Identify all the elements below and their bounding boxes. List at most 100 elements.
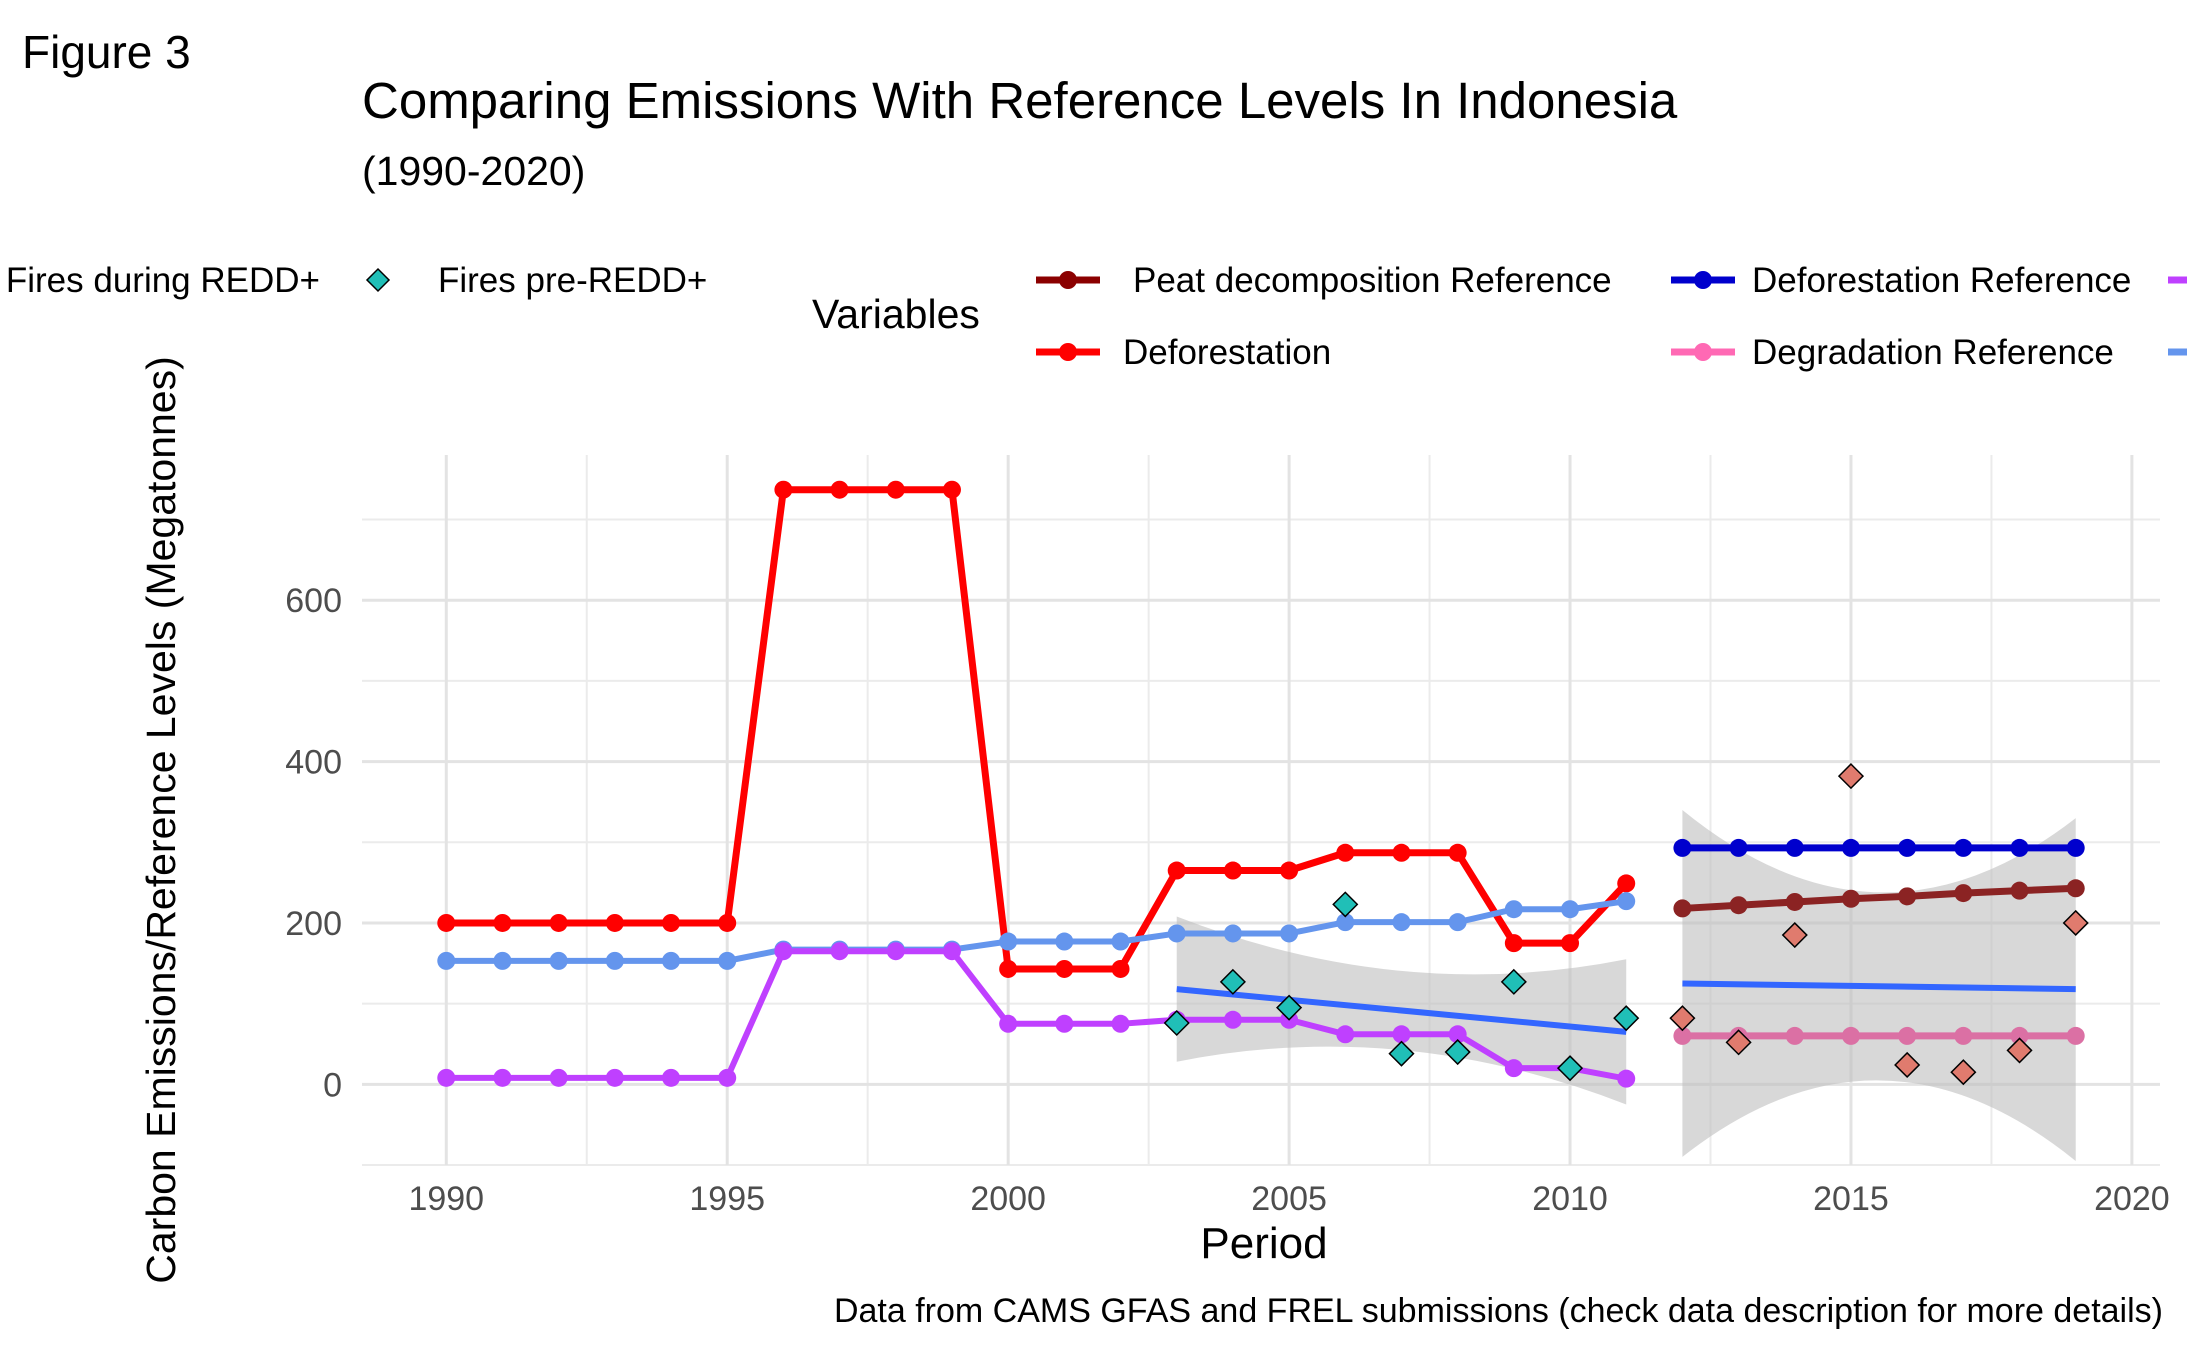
- diamond-fires-during-redd-: [1894, 1051, 1921, 1079]
- diamond-fires-during-redd-: [2062, 909, 2089, 937]
- data-point-series: [662, 1068, 681, 1087]
- legend-label-deforestation: Deforestation: [1123, 333, 1331, 372]
- series-line-deforestation: [446, 486, 1629, 973]
- data-point-series: [437, 1068, 456, 1087]
- data-point-degradation-reference: [1954, 1026, 1973, 1045]
- data-point-peat-decomposition-reference: [1729, 896, 1748, 915]
- data-point-peat-decomposition-reference: [1673, 899, 1692, 918]
- diamond-fires-during-redd-: [1669, 1005, 1696, 1032]
- data-point-peat-decomposition-reference: [1785, 892, 1804, 911]
- data-point-deforestation: [1280, 861, 1299, 880]
- x-tick-label: 2015: [1813, 1180, 1889, 1218]
- data-point-series: [1504, 1059, 1523, 1078]
- data-point-series: [605, 951, 624, 970]
- diamond-fires-pre-redd-: [1332, 891, 1359, 918]
- data-point-series: [718, 1068, 737, 1087]
- trend-line: [1682, 980, 2076, 993]
- data-point-series: [1055, 932, 1074, 951]
- data-point-peat-decomposition-reference: [2066, 879, 2085, 898]
- data-point-series: [1280, 924, 1299, 943]
- diamond-fires-pre-redd-: [1388, 1040, 1415, 1067]
- data-point-series: [605, 1068, 624, 1087]
- data-point-degradation-reference: [1673, 1026, 1692, 1045]
- data-point-series: [999, 932, 1018, 951]
- data-point-series: [1392, 913, 1411, 932]
- legend-title: Variables: [812, 291, 980, 337]
- data-point-series: [1336, 913, 1355, 932]
- data-point-series: [886, 942, 905, 961]
- plot-area: [362, 455, 2160, 1166]
- data-point-deforestation: [1111, 959, 1130, 978]
- data-point-deforestation: [605, 913, 624, 932]
- data-point-deforestation: [1504, 934, 1523, 953]
- data-point-deforestation: [1055, 959, 1074, 978]
- data-point-deforestation: [662, 913, 681, 932]
- chart-title: Comparing Emissions With Reference Level…: [362, 72, 1678, 129]
- data-point-series: [1223, 924, 1242, 943]
- data-point-deforestation: [942, 480, 961, 499]
- diamond-fires-pre-redd-: [1500, 968, 1527, 995]
- data-point-deforestation-reference: [1841, 838, 1860, 857]
- data-point-degradation-reference: [1841, 1026, 1860, 1045]
- series-line-peat-decomposition-reference: [1682, 884, 2076, 912]
- data-point-deforestation-reference: [1729, 838, 1748, 857]
- data-point-series: [549, 951, 568, 970]
- data-point-series: [662, 951, 681, 970]
- legend-label-peat-decomposition-reference: Peat decomposition Reference: [1133, 261, 1612, 300]
- data-point-deforestation-reference: [1954, 838, 1973, 857]
- data-point-deforestation: [549, 913, 568, 932]
- data-point-series: [1055, 1014, 1074, 1033]
- data-point-deforestation: [493, 913, 512, 932]
- y-axis-label: Carbon Emissions/Reference Levels (Megat…: [138, 356, 184, 1284]
- chart-subtitle: (1990-2020): [362, 148, 585, 194]
- data-point-series: [1111, 932, 1130, 951]
- data-point-series: [1392, 1025, 1411, 1044]
- x-tick-label: 1995: [689, 1180, 765, 1218]
- data-point-series: [437, 951, 456, 970]
- data-point-series: [1448, 1025, 1467, 1044]
- data-point-series: [493, 951, 512, 970]
- data-point-degradation-reference: [2010, 1026, 2029, 1045]
- diamond-fires-pre-redd-: [1163, 1009, 1190, 1037]
- data-point-series: [830, 942, 849, 961]
- diamond-fires-pre-redd-: [1276, 994, 1303, 1021]
- data-point-series: [493, 1068, 512, 1087]
- diamond-fires-during-redd-: [2006, 1037, 2033, 1064]
- data-point-deforestation: [718, 913, 737, 932]
- data-point-deforestation-reference: [1673, 838, 1692, 857]
- diamond-fires-during-redd-: [1725, 1029, 1752, 1056]
- legend-key-point-degradation-reference: [1694, 343, 1712, 361]
- data-point-deforestation: [437, 913, 456, 932]
- diamond-fires-pre-redd-: [1556, 1055, 1584, 1082]
- x-tick-label: 2010: [1532, 1180, 1608, 1218]
- data-point-deforestation: [1392, 843, 1411, 862]
- legend-key-point-deforestation: [1059, 343, 1077, 361]
- data-point-series: [1617, 892, 1636, 911]
- data-point-series: [774, 942, 793, 961]
- data-point-deforestation: [999, 959, 1018, 978]
- figure-label: Figure 3: [22, 26, 191, 78]
- diamond-fires-pre-redd-: [1219, 968, 1246, 995]
- data-point-deforestation-reference: [2066, 838, 2085, 857]
- diamond-fires-during-redd-: [1837, 763, 1865, 790]
- data-point-series: [1167, 924, 1186, 943]
- data-point-deforestation: [1167, 861, 1186, 880]
- series-line-series: [446, 898, 1627, 964]
- data-point-degradation-reference: [1898, 1026, 1917, 1045]
- diamond-fires-pre-redd-: [1613, 1005, 1640, 1032]
- legend-label-fires-pre-redd-: Fires pre-REDD+: [438, 261, 707, 300]
- legend-label-fires-during-redd-: Fires during REDD+: [6, 261, 320, 300]
- scatter-points: [1163, 763, 2089, 1086]
- data-point-series: [999, 1014, 1018, 1033]
- data-point-peat-decomposition-reference: [2010, 881, 2029, 900]
- legend-key-point-peat-decomposition-reference: [1059, 271, 1077, 289]
- diamond-fires-pre-redd-: [1444, 1038, 1471, 1066]
- data-point-peat-decomposition-reference: [1898, 887, 1917, 906]
- legend-key-point-deforestation-reference: [1694, 271, 1712, 289]
- diamond-fires-during-redd-: [1781, 921, 1808, 949]
- data-point-deforestation: [1561, 934, 1580, 953]
- x-tick-label: 2020: [2094, 1180, 2170, 1218]
- x-tick-label: 2005: [1251, 1180, 1327, 1218]
- trend-lines: [1176, 980, 2076, 1035]
- data-point-series: [1223, 1010, 1242, 1029]
